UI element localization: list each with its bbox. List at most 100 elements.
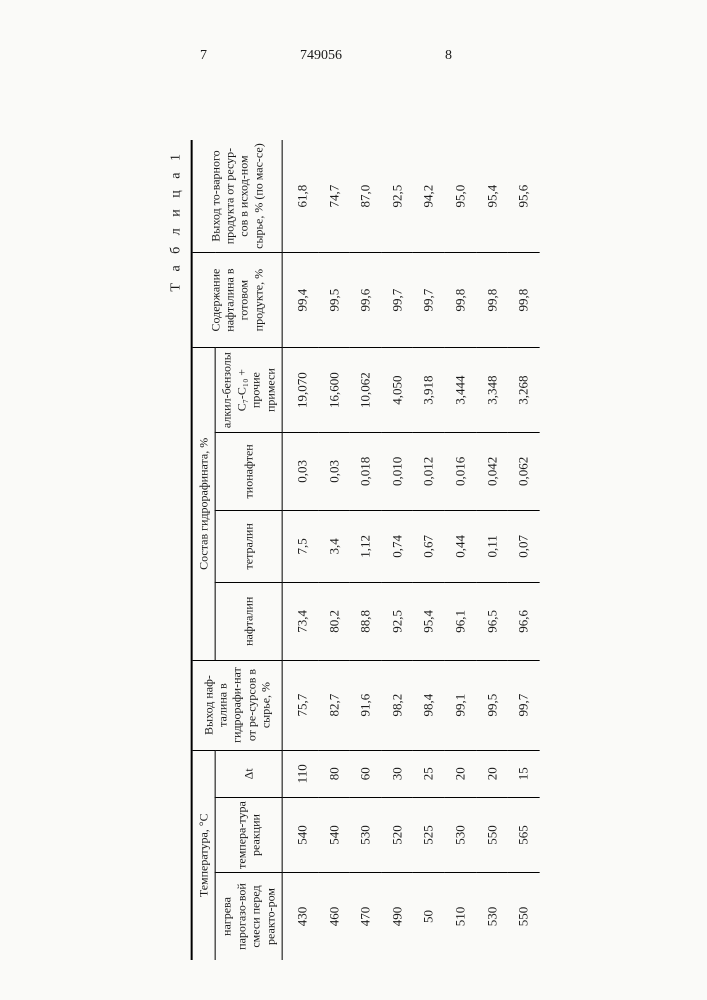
table-row: 43054011075,773,47,50,0319,07099,461,8 (282, 140, 318, 960)
table-cell: 50 (412, 873, 444, 960)
table-row: 5505651599,796,60,070,0623,26899,895,6 (507, 140, 539, 960)
header-temp-sub2: темпера-тура реакции (215, 798, 282, 873)
table-cell: 0,03 (318, 433, 350, 510)
table-cell: 99,8 (476, 253, 508, 348)
data-table: Температура, °С Выход наф-талина в гидро… (190, 140, 539, 960)
table-cell: 99,7 (412, 253, 444, 348)
table-cell: 565 (507, 798, 539, 873)
table-cell: 0,016 (444, 433, 476, 510)
table-cell: 94,2 (412, 140, 444, 253)
table-cell: 91,6 (349, 660, 381, 750)
header-temp-sub1: нагрева парогазо-вой смеси перед реакто-… (215, 873, 282, 960)
table-cell: 530 (476, 873, 508, 960)
table-cell: 16,600 (318, 348, 350, 433)
table-cell: 0,44 (444, 510, 476, 582)
table-cell: 87,0 (349, 140, 381, 253)
table-cell: 99,5 (476, 660, 508, 750)
table-cell: 550 (476, 798, 508, 873)
header-temp-sub3: Δt (215, 750, 282, 797)
table-cell: 490 (381, 873, 413, 960)
table-cell: 30 (381, 750, 413, 797)
table-cell: 99,1 (444, 660, 476, 750)
table-cell: 99,6 (349, 253, 381, 348)
header-comp-sub4: алкил-бензолы С₇-С₁₀ + прочие примеси (215, 348, 282, 433)
table-cell: 95,4 (412, 583, 444, 660)
table-cell: 75,7 (282, 660, 318, 750)
table-row: 5305502099,596,50,110,0423,34899,895,4 (476, 140, 508, 960)
table-cell: 95,6 (507, 140, 539, 253)
table-cell: 74,7 (318, 140, 350, 253)
table-container: Т а б л и ц а 1 Температура, °С Выход на… (168, 140, 539, 960)
table-cell: 540 (318, 798, 350, 873)
header-comp-sub1: нафталин (215, 583, 282, 660)
table-cell: 1,12 (349, 510, 381, 582)
table-cell: 460 (318, 873, 350, 960)
table-cell: 80 (318, 750, 350, 797)
table-cell: 0,018 (349, 433, 381, 510)
header-naft-content: Содержание нафталина в готовом продукте,… (191, 253, 281, 348)
table-cell: 20 (476, 750, 508, 797)
table-cell: 520 (381, 798, 413, 873)
table-cell: 3,444 (444, 348, 476, 433)
patent-number: 749056 (300, 48, 342, 64)
table-cell: 3,4 (318, 510, 350, 582)
table-row: 4905203098,292,50,740,0104,05099,792,5 (381, 140, 413, 960)
table-cell: 99,7 (507, 660, 539, 750)
table-cell: 95,0 (444, 140, 476, 253)
header-temp-group: Температура, °С (191, 750, 215, 960)
table-cell: 470 (349, 873, 381, 960)
table-cell: 430 (282, 873, 318, 960)
table-cell: 20 (444, 750, 476, 797)
table-cell: 10,062 (349, 348, 381, 433)
table-cell: 19,070 (282, 348, 318, 433)
table-cell: 0,010 (381, 433, 413, 510)
table-cell: 80,2 (318, 583, 350, 660)
table-cell: 110 (282, 750, 318, 797)
table-cell: 95,4 (476, 140, 508, 253)
table-cell: 0,042 (476, 433, 508, 510)
page-number-right: 8 (445, 48, 452, 64)
table-cell: 4,050 (381, 348, 413, 433)
table-cell: 60 (349, 750, 381, 797)
table-cell: 0,012 (412, 433, 444, 510)
table-cell: 530 (349, 798, 381, 873)
table-cell: 96,1 (444, 583, 476, 660)
table-cell: 98,2 (381, 660, 413, 750)
table-cell: 96,5 (476, 583, 508, 660)
table-cell: 73,4 (282, 583, 318, 660)
table-row: 5105302099,196,10,440,0163,44499,895,0 (444, 140, 476, 960)
table-row: 4705306091,688,81,120,01810,06299,687,0 (349, 140, 381, 960)
table-cell: 550 (507, 873, 539, 960)
table-row: 4605408082,780,23,40,0316,60099,574,7 (318, 140, 350, 960)
header-comp-sub2: тетралин (215, 510, 282, 582)
table-cell: 530 (444, 798, 476, 873)
table-cell: 96,6 (507, 583, 539, 660)
table-cell: 3,918 (412, 348, 444, 433)
table-cell: 99,8 (444, 253, 476, 348)
header-composition-group: Состав гидрорафината, % (191, 348, 215, 660)
table-cell: 92,5 (381, 583, 413, 660)
header-comp-sub3: тионафтен (215, 433, 282, 510)
table-cell: 61,8 (282, 140, 318, 253)
table-cell: 15 (507, 750, 539, 797)
table-cell: 3,348 (476, 348, 508, 433)
table-cell: 510 (444, 873, 476, 960)
table-cell: 525 (412, 798, 444, 873)
table-cell: 99,5 (318, 253, 350, 348)
table-cell: 3,268 (507, 348, 539, 433)
table-cell: 99,8 (507, 253, 539, 348)
header-product-yield: Выход то-варного продукта от ресур-сов в… (191, 140, 281, 253)
table-title: Т а б л и ц а 1 (168, 140, 184, 960)
table-cell: 0,74 (381, 510, 413, 582)
table-cell: 99,4 (282, 253, 318, 348)
header-yield-naft: Выход наф-талина в гидрорафи-нат от ре-с… (191, 660, 281, 750)
table-cell: 88,8 (349, 583, 381, 660)
table-cell: 82,7 (318, 660, 350, 750)
table-cell: 0,11 (476, 510, 508, 582)
table-cell: 0,062 (507, 433, 539, 510)
table-cell: 92,5 (381, 140, 413, 253)
table-cell: 0,67 (412, 510, 444, 582)
table-cell: 540 (282, 798, 318, 873)
table-cell: 99,7 (381, 253, 413, 348)
table-row: 505252598,495,40,670,0123,91899,794,2 (412, 140, 444, 960)
